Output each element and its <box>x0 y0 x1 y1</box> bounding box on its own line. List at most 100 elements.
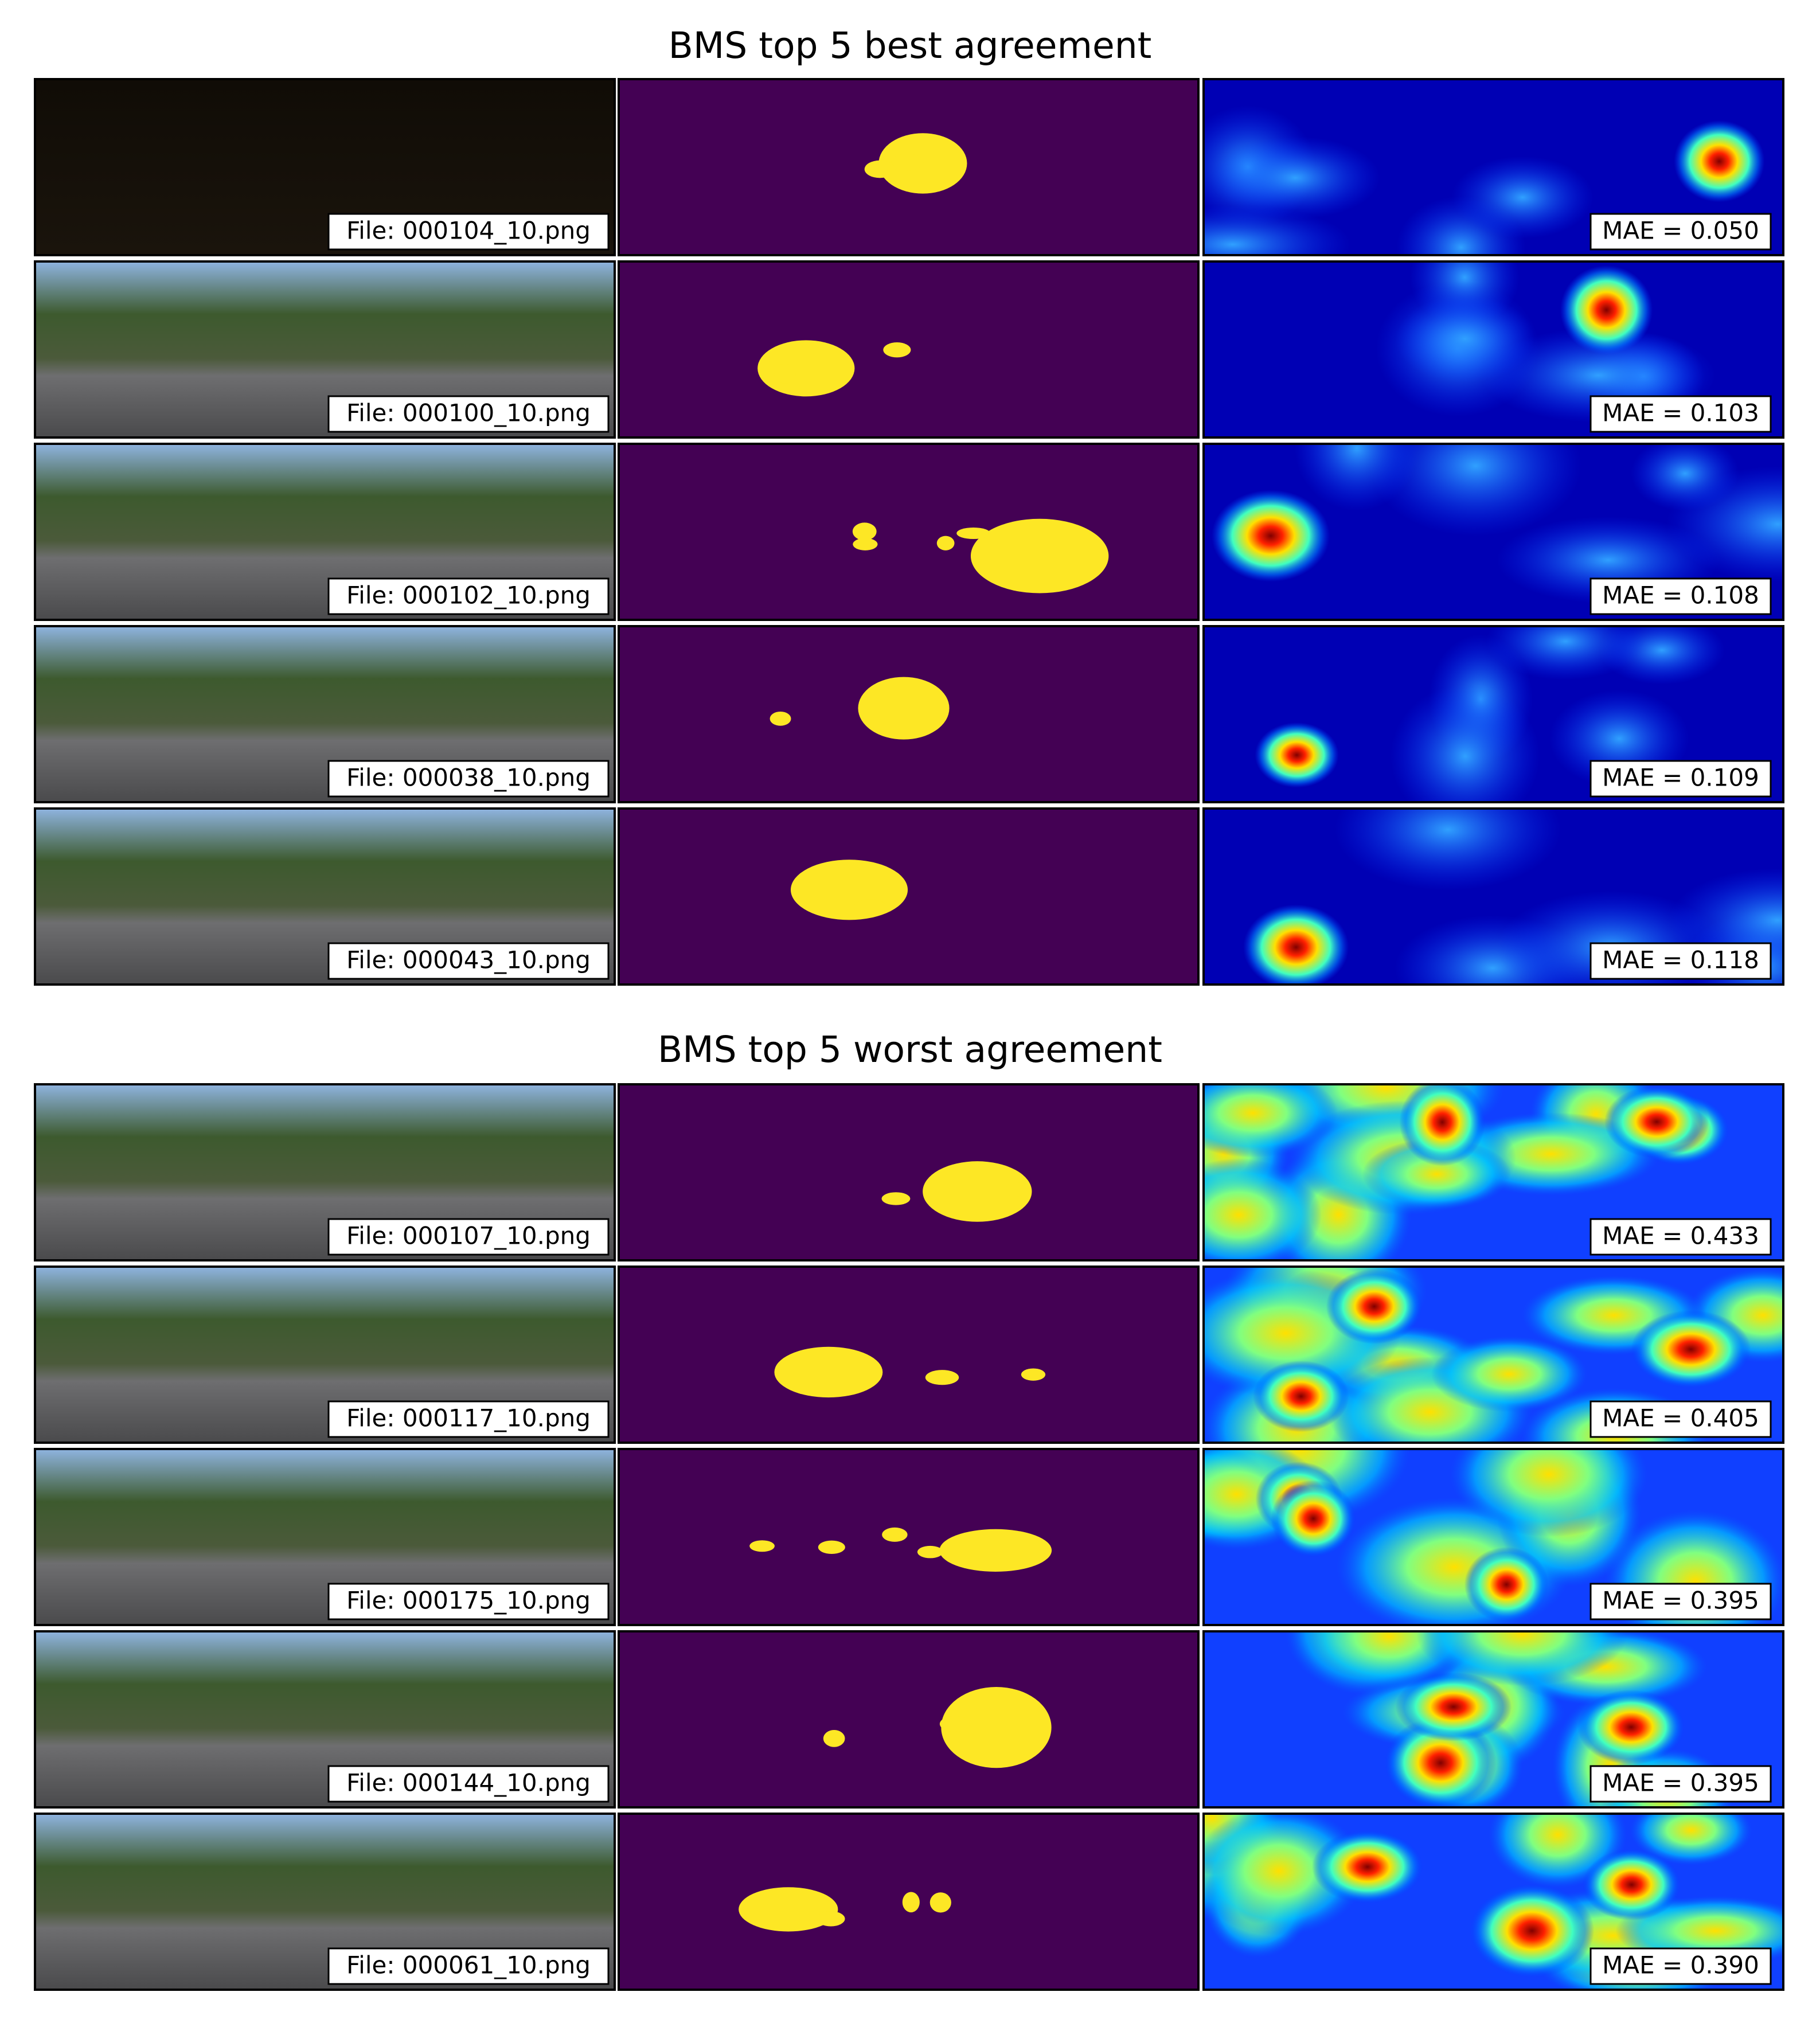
mask-bg <box>619 809 1198 985</box>
mask-panel <box>618 625 1200 803</box>
file-label: File: 000038_10.png <box>346 764 591 792</box>
panel-border <box>618 625 1200 803</box>
mask-panel <box>618 1083 1200 1261</box>
file-label: File: 000117_10.png <box>346 1404 591 1432</box>
heatmap-peak <box>1255 722 1339 788</box>
heatmap-peak <box>1395 1672 1512 1741</box>
mask-blob <box>941 1686 1052 1768</box>
heatmap-peak <box>1326 1269 1423 1344</box>
mae-label: MAE = 0.050 <box>1602 217 1759 245</box>
mae-label: MAE = 0.118 <box>1602 946 1759 974</box>
heatmap-blob <box>1210 136 1381 220</box>
panel-border <box>618 443 1200 621</box>
file-label: File: 000175_10.png <box>346 1587 591 1615</box>
heatmap-blob <box>1362 1138 1512 1210</box>
mask-blob <box>936 536 955 550</box>
file-label-box <box>327 1765 610 1803</box>
photo-panel: File: 000107_10.png <box>34 1083 616 1261</box>
section-title: BMS top 5 best agreement <box>669 25 1152 67</box>
mask-blob <box>939 1716 970 1732</box>
heatmap <box>1204 809 1783 985</box>
file-label: File: 000061_10.png <box>346 1951 591 1979</box>
heatmap-blob <box>1204 1084 1338 1158</box>
heatmap-peak <box>1560 265 1653 355</box>
mask-blob <box>925 1370 959 1385</box>
heatmap-panel: MAE = 0.395 <box>1202 1630 1784 1809</box>
mask-blob <box>749 1540 775 1552</box>
mask-bg <box>619 444 1198 620</box>
panel-border <box>34 1630 616 1809</box>
panel-border <box>618 260 1200 439</box>
mae-label-box <box>1589 577 1772 615</box>
mask-blob <box>881 1192 911 1205</box>
heatmap-blob <box>1630 1814 1752 1865</box>
photo-panel: File: 000175_10.png <box>34 1448 616 1626</box>
panel-border <box>1202 1448 1784 1626</box>
heatmap-panel: MAE = 0.390 <box>1202 1813 1784 1991</box>
mask-blob <box>917 1545 943 1559</box>
mask-blob <box>854 899 887 916</box>
heatmap-blob <box>1294 444 1419 511</box>
mask-panel <box>618 1448 1200 1626</box>
mask-blob <box>739 1887 838 1932</box>
mask-blob <box>1021 1368 1046 1381</box>
mask-panel <box>618 1630 1200 1809</box>
file-label-box <box>327 1218 610 1256</box>
heatmap-panel: MAE = 0.109 <box>1202 625 1784 803</box>
heatmap-blob <box>1416 1631 1628 1686</box>
panel-border <box>34 1448 616 1626</box>
file-label: File: 000102_10.png <box>346 581 591 610</box>
heatmap-blob <box>1204 1158 1322 1260</box>
photo-panel: File: 000061_10.png <box>34 1813 616 1991</box>
panel-border <box>1202 1630 1784 1809</box>
mae-label: MAE = 0.395 <box>1602 1587 1759 1615</box>
mask-bg <box>619 1267 1198 1443</box>
panel-border <box>34 625 616 803</box>
panel-border <box>1202 1083 1784 1261</box>
mae-label: MAE = 0.395 <box>1602 1769 1759 1797</box>
mae-label: MAE = 0.103 <box>1602 399 1759 427</box>
file-label-box <box>327 213 610 251</box>
heatmap-panel: MAE = 0.395 <box>1202 1448 1784 1626</box>
panel-border <box>618 1266 1200 1444</box>
file-label: File: 000104_10.png <box>346 217 591 245</box>
photo-panel: File: 000043_10.png <box>34 807 616 986</box>
file-label-box <box>327 1400 610 1438</box>
panel-border <box>1202 1813 1784 1991</box>
mae-label-box <box>1589 1765 1772 1803</box>
mae-label-box <box>1589 213 1772 251</box>
heatmap-peak <box>1253 1360 1349 1432</box>
heatmap-blob <box>1334 809 1562 891</box>
heatmap-panel: MAE = 0.433 <box>1202 1083 1784 1261</box>
mask-blob <box>818 1540 845 1555</box>
mae-label: MAE = 0.405 <box>1602 1404 1759 1432</box>
file-label-box <box>327 760 610 798</box>
mask-blob <box>882 1527 908 1542</box>
heatmap-panel: MAE = 0.103 <box>1202 260 1784 439</box>
mae-label-box <box>1589 760 1772 798</box>
file-label: File: 000107_10.png <box>346 1222 591 1250</box>
panel-border <box>34 1813 616 1991</box>
mask-blob <box>929 1892 951 1913</box>
panel-border <box>1202 78 1784 256</box>
mask-blob <box>817 1911 845 1927</box>
mask-blob <box>939 1529 1052 1572</box>
mae-label-box <box>1589 1947 1772 1985</box>
heatmap <box>1204 1631 1783 1807</box>
heatmap-peak <box>1243 904 1349 985</box>
heatmap-peak <box>1211 490 1330 582</box>
panel-border <box>34 807 616 986</box>
mae-label: MAE = 0.433 <box>1602 1222 1759 1250</box>
panel-border <box>34 78 616 256</box>
mask-blob <box>956 527 990 540</box>
mask-blob <box>883 342 911 358</box>
panel-border <box>1202 260 1784 439</box>
mask-blob <box>852 522 877 541</box>
mask-blob <box>774 364 796 384</box>
mask-panel <box>618 1813 1200 1991</box>
heatmap-peak <box>1577 1689 1685 1765</box>
heatmap-peak <box>1464 1546 1549 1622</box>
heatmap-panel: MAE = 0.405 <box>1202 1266 1784 1444</box>
mask-panel <box>618 807 1200 986</box>
section-title: BMS top 5 worst agreement <box>658 1029 1162 1071</box>
